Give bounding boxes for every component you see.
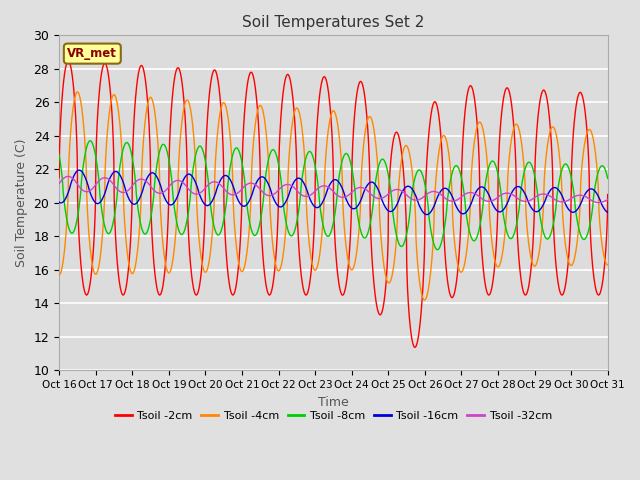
Legend: Tsoil -2cm, Tsoil -4cm, Tsoil -8cm, Tsoil -16cm, Tsoil -32cm: Tsoil -2cm, Tsoil -4cm, Tsoil -8cm, Tsoi… [111,406,556,425]
Tsoil -2cm [150,266,158,272]
Tsoil -4cm [290,114,298,120]
Tsoil -16cm [423,212,431,217]
Line: Tsoil -16cm: Tsoil -16cm [59,170,608,215]
Tsoil -16cm [150,171,158,177]
Tsoil -8cm [118,152,125,157]
Tsoil -32cm [290,184,298,190]
Tsoil -2cm [593,291,601,297]
Line: Tsoil -4cm: Tsoil -4cm [59,92,608,300]
Tsoil -4cm [74,89,81,95]
Title: Soil Temperatures Set 2: Soil Temperatures Set 2 [242,15,424,30]
Tsoil -32cm [118,190,125,195]
Text: VR_met: VR_met [67,47,117,60]
Tsoil -16cm [290,180,298,186]
Tsoil -4cm [420,297,428,303]
Tsoil -8cm [290,231,298,237]
Tsoil -16cm [76,167,83,173]
Tsoil -32cm [64,174,72,180]
Tsoil -16cm [593,192,601,197]
Tsoil -2cm [411,345,419,350]
Tsoil -16cm [534,208,542,214]
Tsoil -16cm [604,210,612,216]
Y-axis label: Soil Temperature (C): Soil Temperature (C) [15,139,28,267]
Tsoil -4cm [534,255,542,261]
Tsoil -16cm [55,199,63,205]
Line: Tsoil -8cm: Tsoil -8cm [59,141,608,250]
Tsoil -2cm [118,291,125,297]
Tsoil -8cm [86,138,94,144]
Tsoil -4cm [150,107,158,113]
Tsoil -4cm [593,168,601,174]
Tsoil -4cm [118,147,125,153]
Tsoil -16cm [118,176,125,182]
Tsoil -32cm [266,193,273,199]
Tsoil -2cm [65,58,72,64]
Tsoil -4cm [266,197,273,203]
Tsoil -32cm [604,197,612,203]
Tsoil -8cm [593,173,601,179]
Tsoil -16cm [266,184,273,190]
Tsoil -2cm [604,192,612,197]
Tsoil -8cm [55,152,63,158]
Tsoil -32cm [534,192,542,198]
Tsoil -8cm [604,176,612,181]
Tsoil -2cm [534,112,542,118]
Tsoil -8cm [534,197,542,203]
Tsoil -32cm [593,200,601,205]
Tsoil -32cm [55,181,63,187]
Tsoil -32cm [150,188,158,193]
Tsoil -8cm [433,247,441,252]
Tsoil -4cm [55,272,63,278]
Tsoil -2cm [266,292,273,298]
X-axis label: Time: Time [318,396,349,408]
Tsoil -8cm [150,182,158,188]
Tsoil -2cm [55,175,63,180]
Line: Tsoil -2cm: Tsoil -2cm [59,61,608,348]
Tsoil -8cm [266,152,273,158]
Tsoil -32cm [595,200,603,205]
Tsoil -4cm [604,262,612,268]
Tsoil -2cm [290,102,298,108]
Line: Tsoil -32cm: Tsoil -32cm [59,177,608,203]
